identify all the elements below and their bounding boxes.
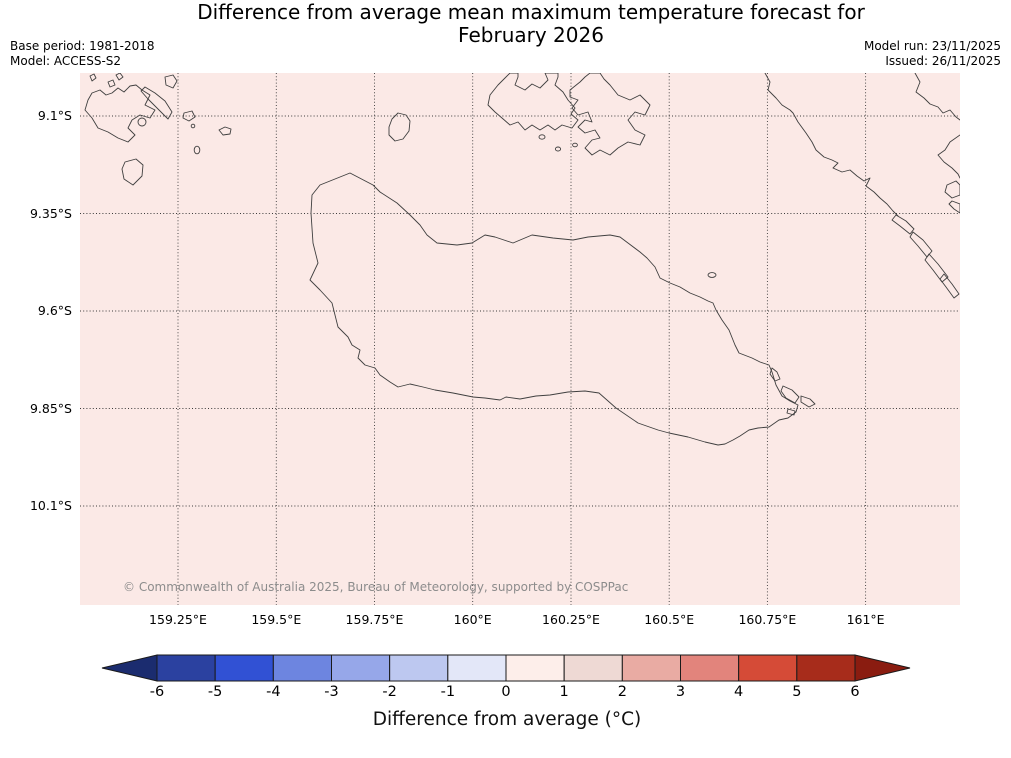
coastline-marau-islet: [786, 408, 796, 416]
model-text: Model: ACCESS-S2: [10, 54, 122, 68]
lon-tick-label: 160.5°E: [644, 612, 695, 627]
coastline-florida-east: [569, 73, 651, 156]
coastline-florida-islet: [572, 142, 578, 148]
colorbar-under-arrow: [101, 654, 158, 682]
coastline-islet-east-of-russells: [218, 126, 232, 136]
colorbar-tick-label: 2: [617, 684, 627, 700]
colorbar-segment: [272, 654, 333, 682]
coastline-malaita-islet-chain: [939, 273, 960, 299]
colorbar-segment: [796, 654, 856, 682]
coastline-malaita-corner: [937, 134, 960, 179]
colorbar-segment: [156, 654, 216, 682]
colorbar-segment: [738, 654, 798, 682]
coastline-islet-ne-guadalcanal: [707, 272, 717, 278]
lat-tick-label: 10.1°S: [29, 498, 72, 513]
copyright-text: © Commonwealth of Australia 2025, Bureau…: [123, 580, 629, 594]
run-info: Model run: 23/11/2025 Issued: 26/11/2025: [864, 39, 1001, 69]
model-run-text: Model run: 23/11/2025: [863, 39, 1001, 53]
colorbar-tick-label: 6: [850, 684, 860, 700]
coastline-marau-islet: [769, 367, 781, 382]
coastline-russell-islet: [89, 73, 97, 82]
colorbar-segment: [680, 654, 740, 682]
colorbar-tick-label: 1: [559, 684, 569, 700]
lat-tick-label: 9.6°S: [37, 303, 72, 318]
title-line-1: Difference from average mean maximum tem…: [197, 0, 865, 24]
lon-tick-label: 161°E: [846, 612, 885, 627]
colorbar: [101, 654, 911, 682]
colorbar-tick-label: -2: [382, 684, 397, 700]
colorbar-label: Difference from average (°C): [372, 709, 642, 730]
coastline-russell-islet: [115, 73, 124, 81]
coastline-florida-west: [487, 73, 579, 131]
page-title: Difference from average mean maximum tem…: [197, 1, 865, 47]
lon-tick-label: 160.25°E: [542, 612, 600, 627]
lon-tick-label: 160.75°E: [738, 612, 797, 627]
colorbar-tick-label: -1: [440, 684, 456, 700]
coastlines: [84, 73, 960, 446]
coastline-russell-islet: [193, 145, 201, 155]
colorbar-segment: [214, 654, 274, 682]
colorbar-tick-label: 5: [792, 684, 802, 700]
lat-tick-label: 9.1°S: [37, 108, 72, 123]
coastline-malaita-islet-chain: [891, 214, 915, 235]
colorbar-tick-label: -3: [324, 684, 339, 700]
issued-text: Issued: 26/11/2025: [885, 54, 1001, 68]
colorbar-segment: [331, 654, 391, 682]
colorbar-tick-label: 0: [501, 684, 511, 700]
model-info: Base period: 1981-2018 Model: ACCESS-S2: [10, 39, 155, 69]
colorbar-segment: [621, 654, 682, 682]
graticule-gridlines: [80, 73, 960, 605]
coastline-guadalcanal: [309, 172, 799, 446]
coastline-florida-islet: [554, 146, 562, 152]
lat-tick-label: 9.85°S: [29, 400, 72, 416]
title-line-2: February 2026: [458, 23, 604, 47]
coastline-malaita-west: [764, 73, 899, 217]
colorbar-over-arrow: [854, 654, 911, 682]
coastline-marau-islet: [800, 395, 816, 408]
colorbar-tick-label: 3: [675, 684, 686, 700]
coastline-russell-lagoon: [137, 117, 147, 127]
colorbar-segment: [389, 654, 449, 682]
colorbar-tick-label: 4: [734, 684, 744, 700]
coastline-russell-islet: [164, 74, 178, 89]
coastline-russell-islet: [107, 79, 116, 88]
coastline-russell-islet: [190, 123, 196, 129]
colorbar-segments: [156, 654, 856, 682]
colorbar-tick-label: -6: [149, 684, 165, 700]
lon-tick-label: 159.25°E: [149, 612, 207, 627]
lat-tick-label: 9.35°S: [29, 205, 72, 221]
coastline-malaita-edge-island: [948, 200, 960, 214]
coastline-marau-islet: [780, 385, 800, 404]
coastline-malaita-corner: [914, 73, 960, 121]
lon-tick-label: 159.5°E: [251, 612, 302, 627]
map-canvas: [80, 73, 960, 605]
coastline-russell-islet: [182, 110, 196, 122]
colorbar-tick-label: -4: [266, 684, 281, 700]
lon-tick-label: 159.75°E: [345, 612, 404, 627]
coastline-malaita-edge-island: [944, 180, 960, 199]
lon-tick-label: 160°E: [453, 612, 492, 627]
colorbar-segment: [447, 654, 507, 682]
map-background: [80, 73, 960, 605]
coastline-florida-islet: [538, 134, 546, 140]
colorbar-tick-label: -5: [207, 684, 223, 700]
coastline-russell-sliver: [140, 86, 173, 120]
colorbar-segment: [563, 654, 623, 682]
colorbar-segment: [505, 654, 565, 682]
base-period-text: Base period: 1981-2018: [10, 39, 155, 53]
coastline-savo: [388, 112, 411, 142]
coastline-russell-south: [121, 158, 144, 186]
coastline-russell-main: [84, 84, 156, 143]
